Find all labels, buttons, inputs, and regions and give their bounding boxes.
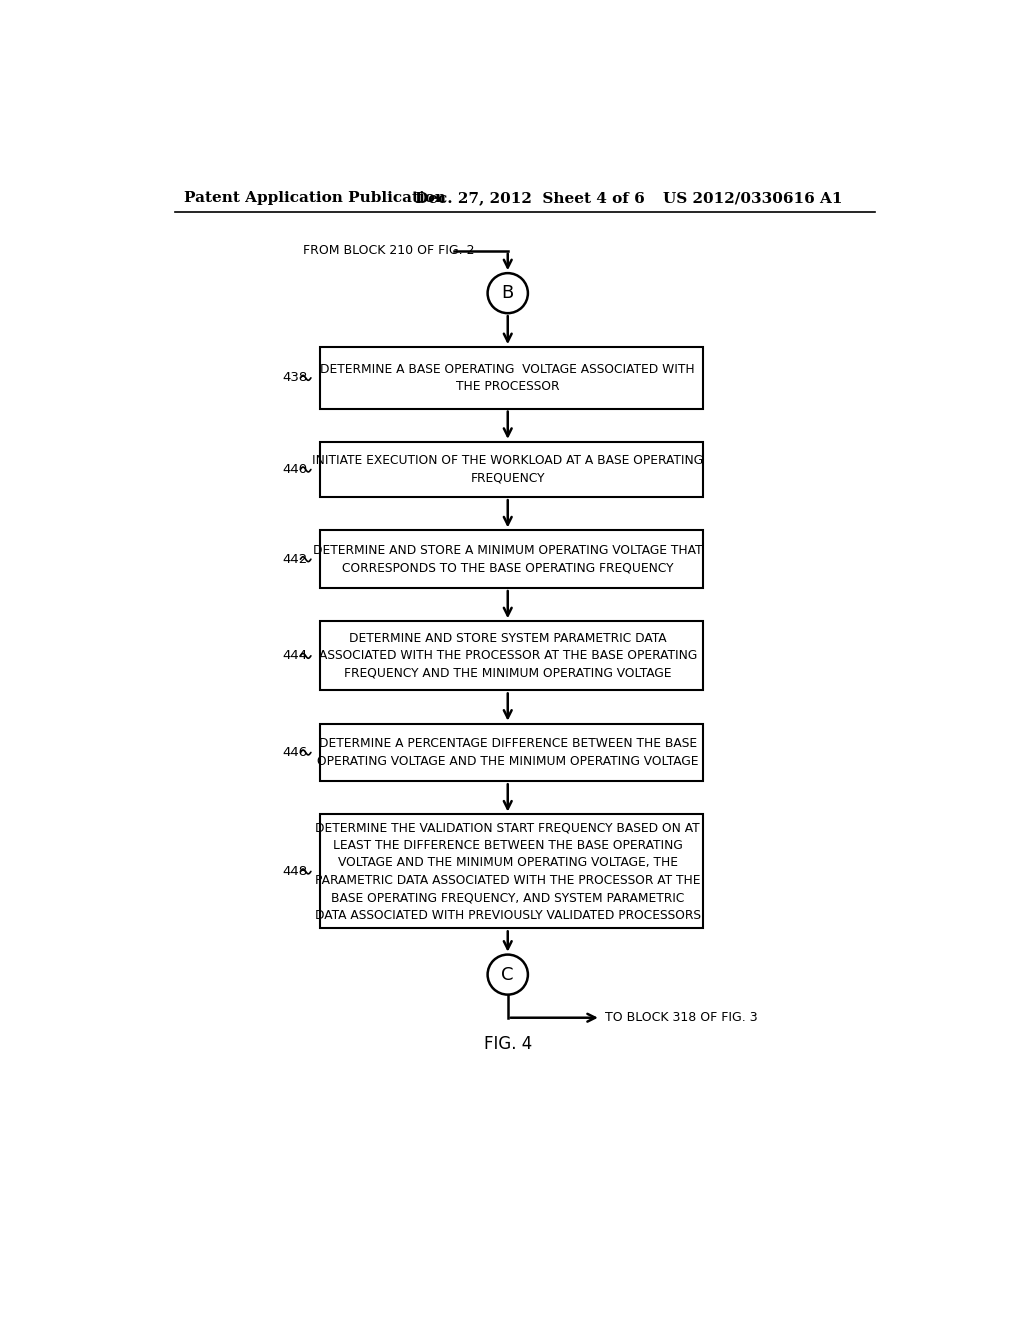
- FancyBboxPatch shape: [321, 442, 703, 498]
- Text: C: C: [502, 966, 514, 983]
- Text: DETERMINE A PERCENTAGE DIFFERENCE BETWEEN THE BASE
OPERATING VOLTAGE AND THE MIN: DETERMINE A PERCENTAGE DIFFERENCE BETWEE…: [317, 737, 698, 768]
- Text: FROM BLOCK 210 OF FIG. 2: FROM BLOCK 210 OF FIG. 2: [303, 244, 475, 257]
- Text: 446: 446: [283, 746, 308, 759]
- FancyBboxPatch shape: [321, 814, 703, 928]
- Text: 448: 448: [283, 865, 308, 878]
- Text: DETERMINE A BASE OPERATING  VOLTAGE ASSOCIATED WITH
THE PROCESSOR: DETERMINE A BASE OPERATING VOLTAGE ASSOC…: [321, 363, 695, 393]
- Text: 440: 440: [283, 463, 308, 477]
- Text: B: B: [502, 284, 514, 302]
- Text: US 2012/0330616 A1: US 2012/0330616 A1: [663, 191, 843, 206]
- FancyBboxPatch shape: [321, 622, 703, 690]
- Text: 438: 438: [283, 371, 308, 384]
- FancyBboxPatch shape: [321, 347, 703, 409]
- FancyBboxPatch shape: [321, 723, 703, 781]
- Text: FIG. 4: FIG. 4: [483, 1035, 531, 1053]
- Text: DETERMINE AND STORE SYSTEM PARAMETRIC DATA
ASSOCIATED WITH THE PROCESSOR AT THE : DETERMINE AND STORE SYSTEM PARAMETRIC DA…: [318, 632, 697, 680]
- FancyBboxPatch shape: [321, 531, 703, 589]
- Text: Patent Application Publication: Patent Application Publication: [183, 191, 445, 206]
- Text: DETERMINE AND STORE A MINIMUM OPERATING VOLTAGE THAT
CORRESPONDS TO THE BASE OPE: DETERMINE AND STORE A MINIMUM OPERATING …: [313, 544, 702, 574]
- Text: TO BLOCK 318 OF FIG. 3: TO BLOCK 318 OF FIG. 3: [605, 1011, 758, 1024]
- Text: 444: 444: [283, 649, 308, 663]
- Text: Dec. 27, 2012  Sheet 4 of 6: Dec. 27, 2012 Sheet 4 of 6: [415, 191, 644, 206]
- Text: DETERMINE THE VALIDATION START FREQUENCY BASED ON AT
LEAST THE DIFFERENCE BETWEE: DETERMINE THE VALIDATION START FREQUENCY…: [314, 821, 700, 921]
- Text: INITIATE EXECUTION OF THE WORKLOAD AT A BASE OPERATING
FREQUENCY: INITIATE EXECUTION OF THE WORKLOAD AT A …: [312, 454, 703, 484]
- Text: 442: 442: [283, 553, 308, 566]
